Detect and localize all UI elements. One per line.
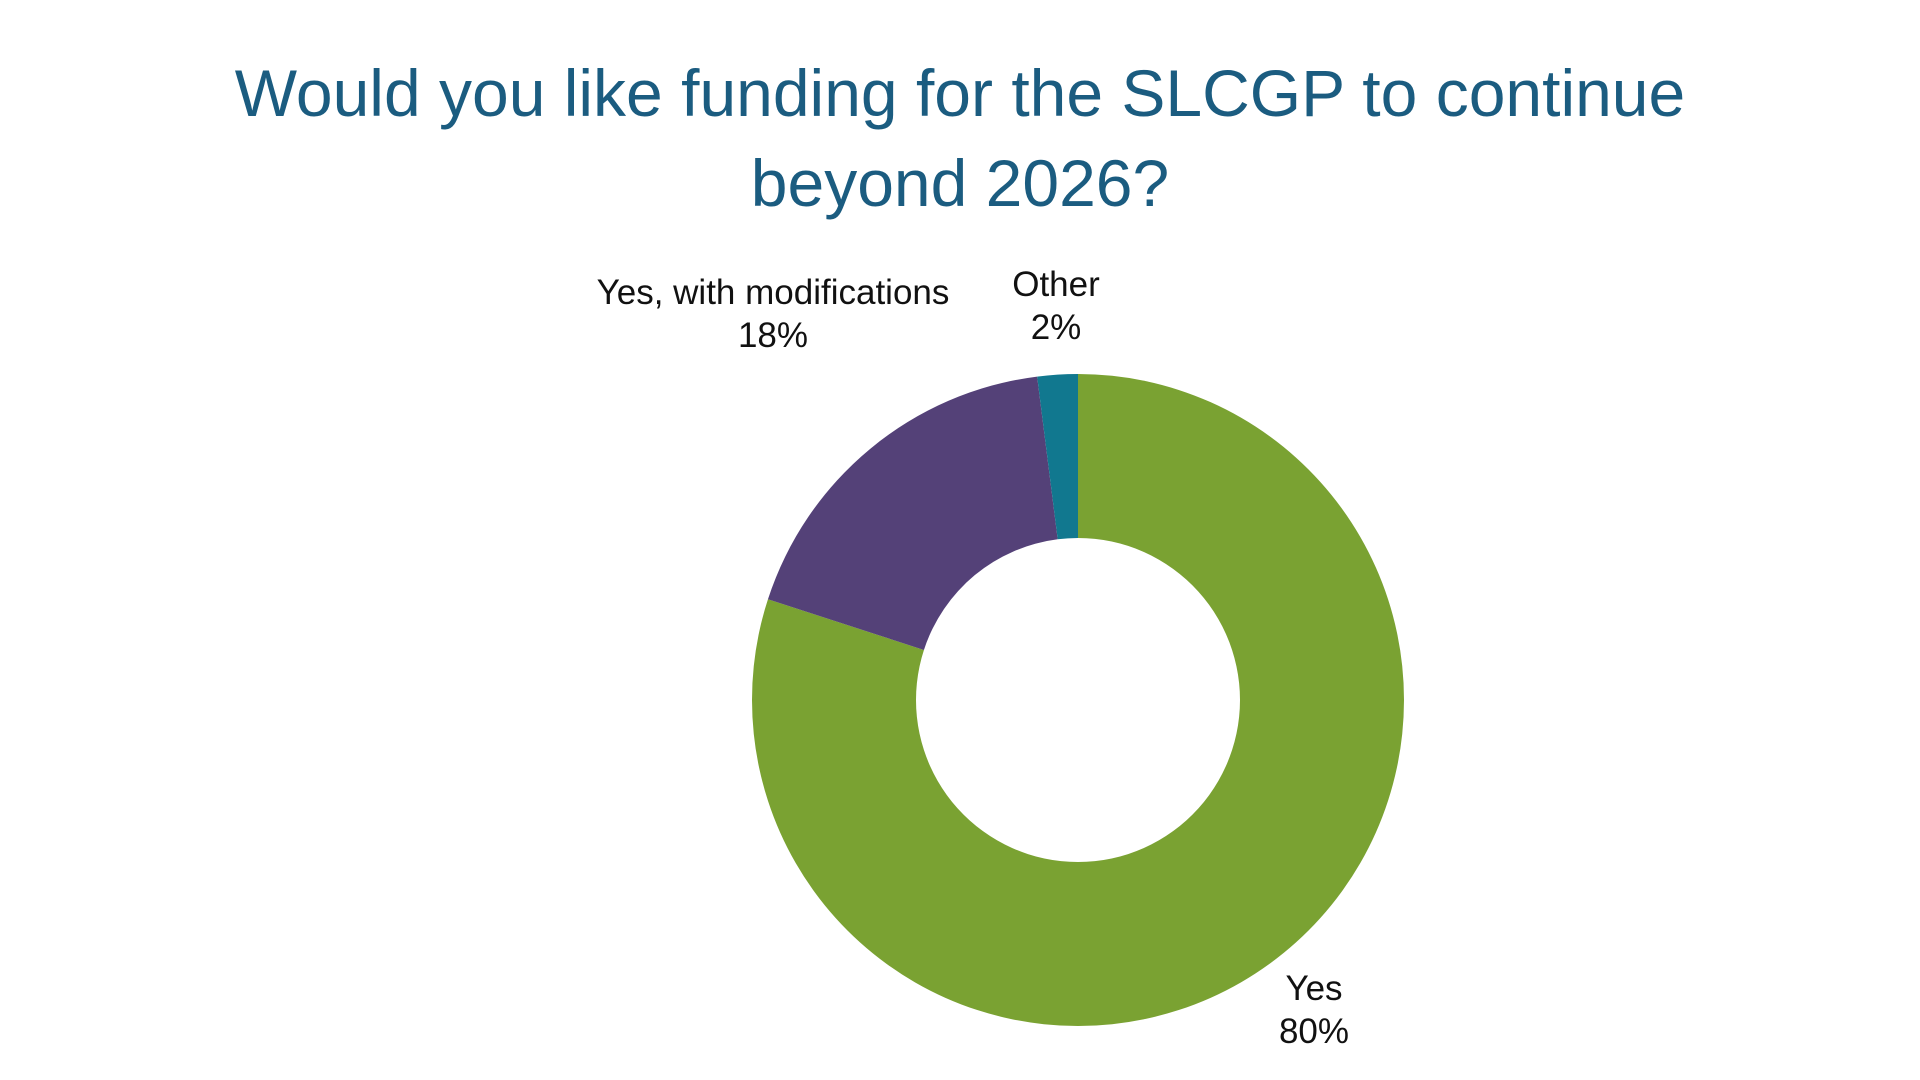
slice-yes-with-modifications [767,376,1058,650]
chart-title-line-1: Would you like funding for the SLCGP to … [234,56,1686,130]
category-label: Yes [1285,969,1342,1008]
data-label-yes: Yes 80% [1279,969,1349,1051]
chart-title: Would you like funding for the SLCGP to … [160,48,1760,228]
category-label: Yes, with modifications [597,273,950,312]
value-label: 80% [1279,1012,1349,1051]
value-label: 18% [738,316,808,355]
data-label-other: Other 2% [1012,265,1100,347]
value-label: 2% [1031,308,1082,347]
data-label-yes-with-modifications: Yes, with modifications 18% [597,273,950,355]
category-label: Other [1012,265,1100,304]
chart-title-line-2: beyond 2026? [750,146,1170,220]
slice-yes [751,374,1405,1026]
slice-other [1037,374,1078,540]
